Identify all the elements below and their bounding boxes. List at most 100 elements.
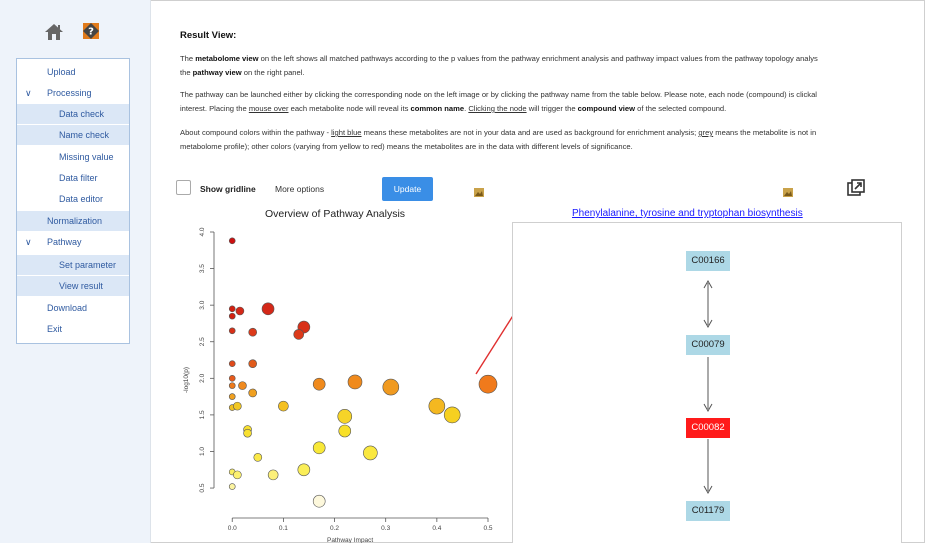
paragraph-2-line-2: interest. Placing the mouse over each me… [180, 102, 920, 115]
sidebar-item-label: Data filter [59, 173, 98, 183]
left-sidebar: ? Upload ∨ Processing Data check Name che… [0, 0, 151, 543]
y-tick-label: 3.0 [199, 300, 206, 309]
help-icon[interactable]: ? [82, 22, 100, 40]
sidebar-item-set-parameter[interactable]: Set parameter [17, 255, 129, 275]
more-options-link[interactable]: More options [275, 184, 325, 194]
paragraph-1-line-1: The metabolome view on the left shows al… [180, 52, 920, 65]
sidebar-item-label: View result [59, 281, 103, 291]
text: on the left shows all matched pathways a… [258, 54, 818, 63]
sidebar-item-normalization[interactable]: Normalization [17, 211, 129, 231]
sidebar-item-label: Processing [47, 88, 92, 98]
text: metabolome profile); other colors (varyi… [180, 142, 633, 151]
data-point [347, 374, 363, 390]
image-icon[interactable] [474, 184, 484, 197]
data-point [238, 381, 247, 390]
x-tick-label: 0.1 [279, 525, 288, 532]
compound-node-c01179[interactable]: C01179 [686, 501, 730, 521]
sidebar-item-label: Data editor [59, 194, 104, 204]
compound-node-c00082[interactable]: C00082 [686, 418, 730, 438]
data-point [228, 483, 236, 490]
show-gridline-label: Show gridline [200, 184, 256, 194]
compound-node-c00166[interactable]: C00166 [686, 251, 730, 271]
data-point [478, 374, 498, 394]
sidebar-item-label: Download [47, 303, 88, 313]
y-axis-label: -log10(p) [183, 367, 190, 393]
y-tick-label: 4.0 [199, 227, 206, 236]
paragraph-3-line-2: metabolome profile); other colors (varyi… [180, 140, 920, 153]
nav-menu: Upload ∨ Processing Data check Name check… [16, 58, 130, 344]
sidebar-item-download[interactable]: Download [17, 298, 129, 318]
paragraph-1-line-2: the pathway view on the right panel. [180, 66, 920, 79]
sidebar-item-data-check[interactable]: Data check [17, 104, 129, 124]
export-icon[interactable] [847, 179, 865, 197]
text-bold: pathway view [192, 68, 242, 77]
sidebar-item-label: Name check [59, 130, 110, 140]
data-point [235, 306, 245, 316]
sidebar-item-data-editor[interactable]: Data editor [17, 189, 129, 209]
data-point [261, 302, 275, 316]
data-point [233, 470, 242, 480]
data-point [248, 327, 257, 337]
sidebar-item-missing-value[interactable]: Missing value [17, 147, 129, 167]
sidebar-item-exit[interactable]: Exit [17, 319, 129, 339]
data-point [312, 494, 326, 508]
text: will trigger the [526, 104, 578, 113]
x-tick-label: 0.5 [483, 525, 492, 532]
x-tick-label: 0.4 [432, 525, 441, 532]
sidebar-item-label: Set parameter [59, 260, 117, 270]
result-title: Result View: [180, 30, 237, 41]
data-point [228, 305, 236, 313]
text: . [464, 104, 469, 113]
sidebar-item-view-result[interactable]: View result [17, 276, 129, 296]
text-bold: metabolome view [195, 54, 259, 63]
chart-title: Overview of Pathway Analysis [265, 208, 406, 220]
text: interest. Placing the [180, 104, 249, 113]
sidebar-item-data-filter[interactable]: Data filter [17, 168, 129, 188]
sidebar-item-label: Normalization [47, 216, 103, 226]
text: on the right panel. [241, 68, 305, 77]
pathway-view-panel: C00166 C00079 C00082 C01179 [512, 222, 902, 543]
data-point [248, 359, 257, 368]
chevron-down-icon: ∨ [25, 237, 32, 247]
data-point [228, 237, 236, 245]
x-axis-label: Pathway Impact [327, 537, 373, 543]
data-point [443, 406, 461, 424]
y-tick-label: 2.5 [199, 337, 206, 346]
text-underline: grey [698, 128, 714, 137]
y-tick-label: 1.0 [199, 447, 206, 456]
data-point [228, 375, 236, 382]
pathway-title-link[interactable]: Phenylalanine, tyrosine and tryptophan b… [572, 208, 803, 219]
y-tick-label: 2.0 [199, 373, 206, 382]
pathway-edges [703, 279, 713, 495]
text: The [180, 54, 196, 63]
data-point [338, 424, 352, 438]
data-point [228, 382, 236, 389]
home-icon[interactable] [44, 22, 64, 42]
data-point [382, 378, 400, 396]
data-point [243, 428, 252, 438]
show-gridline-checkbox[interactable] [176, 180, 191, 195]
chevron-down-icon: ∨ [25, 88, 32, 98]
sidebar-item-name-check[interactable]: Name check [17, 125, 129, 145]
data-point [278, 400, 289, 412]
y-tick-label: 3.5 [199, 264, 206, 273]
top-icons: ? [44, 22, 100, 42]
y-tick-label: 1.5 [199, 410, 206, 419]
image-icon[interactable] [783, 184, 793, 197]
sidebar-item-label: Missing value [59, 152, 114, 162]
x-tick-label: 0.2 [330, 525, 339, 532]
text: The pathway can be launched either by cl… [180, 90, 817, 99]
text-bold: compound view [577, 104, 636, 113]
sidebar-item-pathway[interactable]: ∨ Pathway [17, 232, 129, 252]
x-tick-label: 0.0 [228, 525, 237, 532]
text-underline: Clicking the node [468, 104, 527, 113]
sidebar-item-processing[interactable]: ∨ Processing [17, 83, 129, 103]
text: means these metabolites are not in your … [361, 128, 699, 137]
sidebar-item-label: Upload [47, 67, 76, 77]
compound-node-c00079[interactable]: C00079 [686, 335, 730, 355]
data-point [312, 377, 326, 391]
sidebar-item-upload[interactable]: Upload [17, 62, 129, 82]
data-point [228, 393, 236, 400]
text: means the metabolite is not in [713, 128, 817, 137]
update-button[interactable]: Update [382, 177, 433, 201]
